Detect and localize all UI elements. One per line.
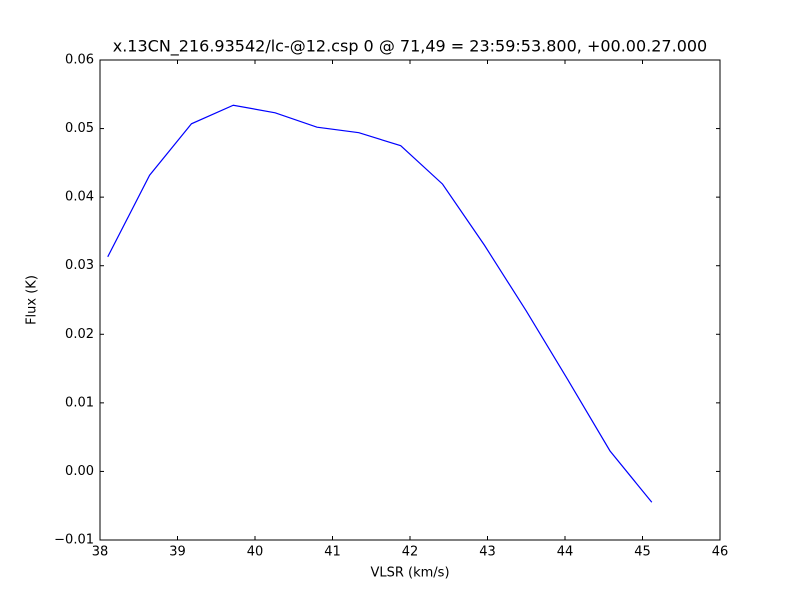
y-tick-label: 0.04 — [65, 190, 94, 205]
y-tick-label: 0.06 — [65, 53, 94, 68]
x-tick-label: 44 — [557, 545, 574, 560]
y-tick-label: −0.01 — [54, 533, 94, 548]
y-tick-label: 0.05 — [65, 121, 94, 136]
y-tick-label: 0.03 — [65, 258, 94, 273]
data-line — [107, 104, 653, 503]
x-tick-label: 42 — [402, 545, 419, 560]
x-tick-label: 39 — [169, 545, 186, 560]
y-axis-label: Flux (K) — [25, 275, 40, 325]
x-tick-label: 45 — [634, 545, 651, 560]
x-tick-label: 46 — [712, 545, 729, 560]
x-tick-label: 38 — [92, 545, 109, 560]
x-tick-label: 43 — [479, 545, 496, 560]
y-tick-label: 0.01 — [65, 395, 94, 410]
x-tick-label: 41 — [324, 545, 341, 560]
y-tick-label: 0.02 — [65, 327, 94, 342]
y-tick-label: 0.00 — [65, 464, 94, 479]
x-tick-label: 40 — [247, 545, 264, 560]
plot-frame — [99, 59, 721, 541]
chart-title: x.13CN_216.93542/lc-@12.csp 0 @ 71,49 = … — [113, 37, 707, 57]
x-axis-label: VLSR (km/s) — [370, 566, 449, 581]
